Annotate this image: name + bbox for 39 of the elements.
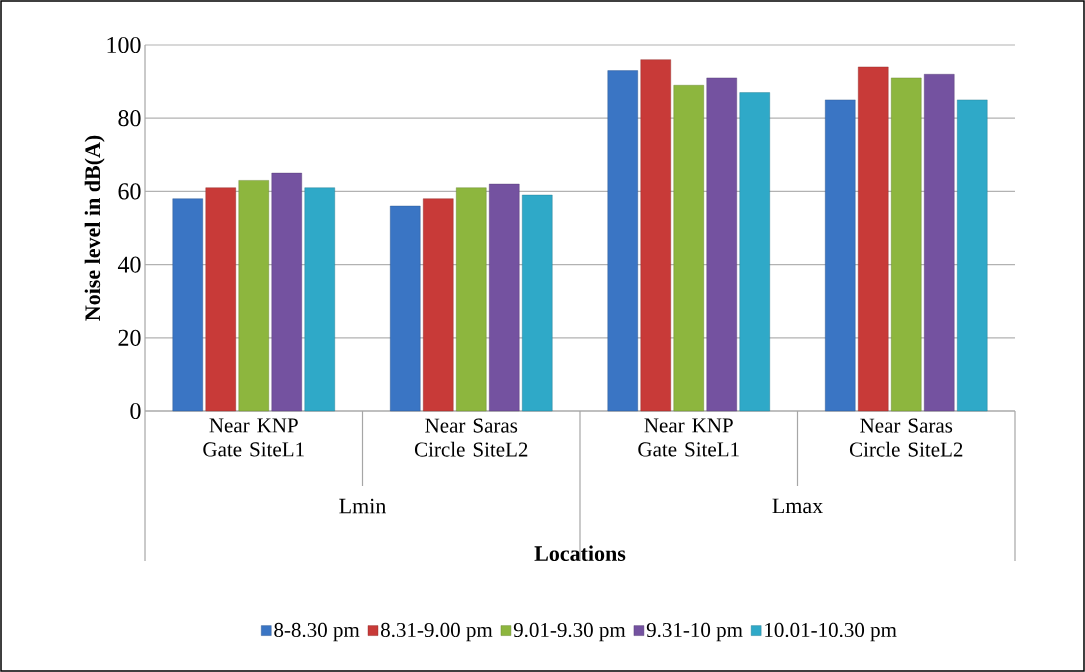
bar bbox=[205, 187, 236, 412]
y-tick-label: 80 bbox=[118, 110, 141, 127]
legend-label: 9.31-10 pm bbox=[646, 622, 743, 642]
bar bbox=[423, 198, 454, 412]
bar bbox=[739, 92, 770, 412]
bar bbox=[924, 74, 955, 412]
bar bbox=[172, 198, 203, 412]
bar bbox=[640, 59, 671, 412]
x-tick-label: Near Saras Circle SiteL2 bbox=[849, 418, 963, 457]
y-tick-label: 40 bbox=[117, 256, 141, 273]
y-tick-label: 60 bbox=[118, 183, 141, 200]
bar bbox=[607, 70, 638, 412]
x-axis-title: Locations bbox=[534, 545, 626, 561]
bar bbox=[706, 77, 737, 412]
bar bbox=[522, 194, 553, 412]
text: Lmin bbox=[339, 498, 387, 514]
bar bbox=[238, 180, 269, 412]
x-tick-label: Near KNP Gate SiteL1 bbox=[638, 418, 739, 457]
bar bbox=[271, 172, 302, 412]
legend-label: 8.31-9.00 pm bbox=[380, 622, 493, 642]
text: Lmax bbox=[772, 498, 823, 514]
bar bbox=[957, 99, 988, 412]
legend-label: 9.01-9.30 pm bbox=[513, 622, 626, 642]
bar bbox=[456, 187, 487, 412]
bar bbox=[825, 99, 856, 412]
legend-label: 10.01-10.30 pm bbox=[765, 622, 897, 642]
bar bbox=[489, 183, 520, 412]
bar bbox=[858, 66, 889, 412]
bar bbox=[390, 205, 421, 412]
y-tick-label: 0 bbox=[130, 402, 141, 420]
bar bbox=[673, 85, 704, 412]
y-tick-label: 100 bbox=[107, 36, 141, 54]
bar bbox=[304, 187, 335, 412]
legend-label: 8-8.30 pm bbox=[274, 622, 360, 642]
x-tick-label: Near Saras Circle SiteL2 bbox=[414, 418, 528, 457]
bar bbox=[891, 77, 922, 412]
x-tick-label: Near KNP Gate SiteL1 bbox=[203, 418, 304, 457]
y-axis-title: Noise level in dB(A) bbox=[84, 135, 105, 321]
y-tick-label: 20 bbox=[118, 329, 141, 346]
